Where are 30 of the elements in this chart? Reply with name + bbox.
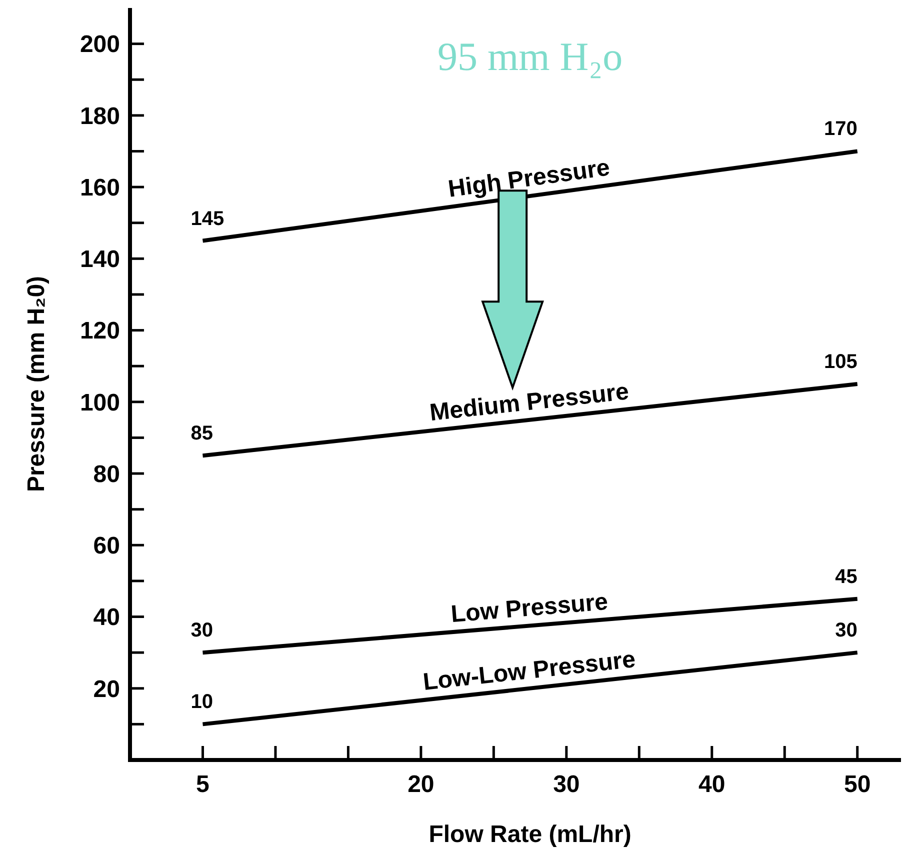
x-axis-title: Flow Rate (mL/hr)	[428, 821, 632, 848]
x-tick-label: 30	[553, 771, 580, 798]
data-label: 105	[824, 351, 858, 373]
y-tick-label: 60	[93, 532, 120, 560]
x-tick-label: 20	[408, 771, 434, 798]
text: High Pressure	[446, 154, 612, 203]
x-tick-label: 50	[844, 771, 871, 798]
data-label: 10	[190, 691, 213, 714]
y-tick-label: 80	[93, 460, 120, 488]
y-tick-label: 180	[80, 102, 120, 130]
y-tick-label: 140	[80, 246, 120, 274]
text: Low-Low Pressure	[422, 646, 637, 696]
series-label: Low Pressure	[450, 588, 609, 628]
y-axis-title: Pressure (mm H₂0)	[23, 276, 50, 492]
y-tick-label: 100	[80, 389, 120, 416]
y-tick-label: 120	[80, 318, 120, 345]
data-label: 30	[835, 620, 858, 642]
x-tick-label: 40	[698, 771, 726, 798]
data-label: 85	[190, 422, 213, 445]
x-tick-label: 5	[196, 771, 210, 798]
y-tick-label: 20	[93, 676, 120, 703]
text: Medium Pressure	[428, 378, 630, 427]
text: 95 mm H₂o	[438, 34, 623, 79]
data-label: 45	[835, 566, 858, 588]
y-tick-label: 40	[93, 604, 120, 632]
y-tick-label: 200	[80, 31, 120, 58]
data-label: 145	[190, 208, 224, 230]
y-tick-label: 160	[80, 174, 120, 202]
data-label: 30	[190, 620, 213, 642]
data-label: 170	[824, 118, 858, 140]
